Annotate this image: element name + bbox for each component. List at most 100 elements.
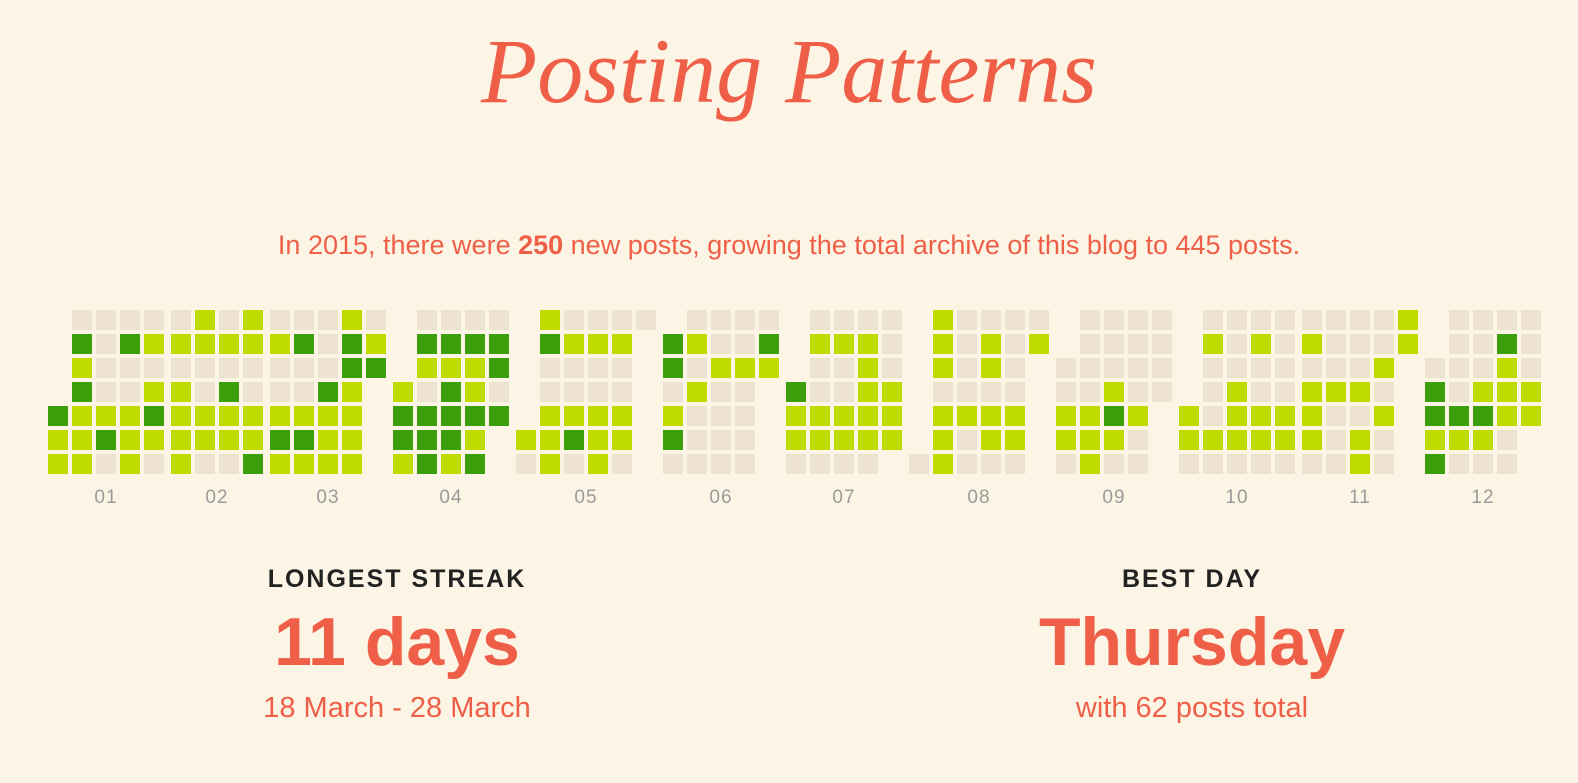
day-cell — [882, 430, 902, 450]
day-cell — [1497, 310, 1517, 330]
day-cell — [957, 382, 977, 402]
day-cell — [1080, 454, 1100, 474]
day-cell — [195, 382, 215, 402]
day-cell — [393, 454, 413, 474]
month-label: 08 — [967, 487, 990, 508]
day-cell — [636, 310, 656, 330]
day-cell — [465, 310, 485, 330]
day-cell — [366, 358, 386, 378]
day-cell — [687, 454, 707, 474]
day-cell — [858, 310, 878, 330]
day-cell — [1251, 382, 1271, 402]
day-cell — [465, 334, 485, 354]
day-cell — [1056, 430, 1076, 450]
day-cell — [1374, 454, 1394, 474]
day-cell — [1425, 358, 1445, 378]
day-cell — [1302, 454, 1322, 474]
day-cell — [1398, 310, 1418, 330]
day-cell — [759, 310, 779, 330]
day-cell — [441, 406, 461, 426]
day-cell — [441, 358, 461, 378]
day-cell — [1473, 430, 1493, 450]
day-cell — [318, 334, 338, 354]
day-cell — [1521, 310, 1541, 330]
day-cell — [663, 430, 683, 450]
day-cell — [120, 406, 140, 426]
day-cell — [834, 310, 854, 330]
day-cell — [1203, 430, 1223, 450]
day-cell — [120, 454, 140, 474]
day-cell — [417, 310, 437, 330]
day-cell — [1374, 358, 1394, 378]
day-cell — [933, 310, 953, 330]
day-cell — [1056, 358, 1076, 378]
day-cell — [393, 430, 413, 450]
month-label: 05 — [574, 487, 597, 508]
day-cell — [858, 382, 878, 402]
month-label: 09 — [1102, 487, 1125, 508]
day-cell — [1275, 310, 1295, 330]
stat: LONGEST STREAK 11 days 18 March - 28 Mar… — [147, 565, 647, 725]
title: Posting Patterns — [481, 20, 1097, 122]
day-cell — [1104, 358, 1124, 378]
day-cell — [1251, 430, 1271, 450]
day-cell — [489, 358, 509, 378]
day-cell — [1227, 358, 1247, 378]
day-cell — [564, 406, 584, 426]
day-cell — [1179, 406, 1199, 426]
day-cell — [858, 334, 878, 354]
day-cell — [1128, 430, 1148, 450]
day-cell — [981, 334, 1001, 354]
day-cell — [1080, 334, 1100, 354]
day-cell — [441, 334, 461, 354]
day-cell — [735, 430, 755, 450]
day-cell — [735, 310, 755, 330]
day-cell — [195, 430, 215, 450]
day-cell — [1497, 406, 1517, 426]
day-cell — [1350, 310, 1370, 330]
day-cell — [171, 310, 191, 330]
day-cell — [957, 430, 977, 450]
day-cell — [342, 310, 362, 330]
day-cell — [144, 310, 164, 330]
day-cell — [1227, 382, 1247, 402]
month-label: 06 — [709, 487, 732, 508]
day-cell — [1104, 382, 1124, 402]
day-cell — [489, 334, 509, 354]
day-cell — [243, 334, 263, 354]
day-cell — [1302, 310, 1322, 330]
day-cell — [687, 406, 707, 426]
day-cell — [294, 334, 314, 354]
day-cell — [270, 406, 290, 426]
day-cell — [72, 454, 92, 474]
day-cell — [72, 406, 92, 426]
day-cell — [1128, 358, 1148, 378]
day-cell — [1521, 334, 1541, 354]
stat-value: 11 days — [274, 604, 520, 680]
day-cell — [72, 382, 92, 402]
day-cell — [366, 334, 386, 354]
day-cell — [981, 454, 1001, 474]
day-cell — [1128, 334, 1148, 354]
day-cell — [1275, 454, 1295, 474]
day-cell — [1203, 358, 1223, 378]
day-cell — [858, 430, 878, 450]
day-cell — [1005, 406, 1025, 426]
day-cell — [1350, 454, 1370, 474]
day-cell — [342, 430, 362, 450]
day-cell — [243, 358, 263, 378]
day-cell — [96, 310, 116, 330]
day-cell — [834, 454, 854, 474]
day-cell — [1227, 430, 1247, 450]
day-cell — [933, 406, 953, 426]
day-cell — [810, 310, 830, 330]
day-cell — [120, 358, 140, 378]
summary-text: new posts, growing the total archive of … — [563, 230, 1301, 260]
day-cell — [489, 382, 509, 402]
day-cell — [243, 406, 263, 426]
day-cell — [981, 382, 1001, 402]
day-cell — [612, 334, 632, 354]
day-cell — [810, 382, 830, 402]
day-cell — [810, 406, 830, 426]
day-cell — [417, 430, 437, 450]
